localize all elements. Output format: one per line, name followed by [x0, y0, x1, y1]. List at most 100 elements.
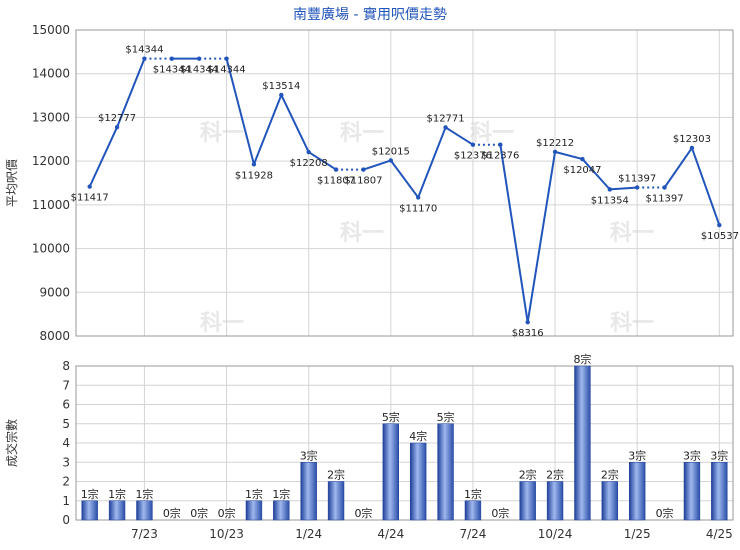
line-point: [169, 56, 175, 61]
line-point: [634, 185, 640, 190]
bar-value-label: 1宗: [81, 487, 99, 501]
bar-chart-axes: 0 1 2 3 4 5 6 7 8 成交宗數 7/23 10/23 1/24 4/24 7/24 10/24 1…: [4, 359, 734, 541]
bar-y-tick: 8: [62, 359, 70, 373]
bar-y-tick: 0: [62, 513, 70, 527]
line-point: [251, 162, 257, 167]
line-segment: [308, 151, 337, 171]
line-point: [87, 184, 92, 189]
line-segment: [225, 58, 255, 165]
line-segment: [390, 159, 419, 199]
bar: [628, 462, 646, 521]
bar-value-label: 0宗: [190, 506, 208, 520]
bar-value-label: 5宗: [382, 410, 400, 424]
line-point: [361, 167, 366, 172]
watermark-text: 科一: [610, 221, 654, 246]
line-value-label: $12777: [98, 113, 136, 124]
line-value-label: $11417: [71, 193, 109, 204]
line-y-tick: 9000: [39, 285, 70, 299]
line-value-label: $11807: [344, 176, 382, 187]
bar-plot-frame: [75, 365, 734, 521]
watermark-text: 科一: [200, 311, 244, 336]
x-tick-label: 1/25: [624, 527, 651, 541]
bar-y-axis-label: 成交宗數: [4, 419, 19, 467]
bar-value-label: 4宗: [409, 429, 427, 443]
line-value-label: $12376: [454, 151, 492, 162]
watermark-text: 科一: [610, 311, 654, 336]
line-value-label: $11354: [591, 195, 629, 206]
line-segment: [363, 159, 392, 171]
line-y-axis-label: 平均呎價: [5, 159, 19, 207]
line-point: [196, 56, 202, 61]
bar-value-label: 3宗: [683, 448, 701, 462]
x-tick-label: 10/24: [538, 527, 573, 541]
bar-value-label: 0宗: [354, 506, 372, 520]
bar-y-tick: 7: [62, 378, 70, 392]
line-point: [580, 156, 585, 162]
bar: [245, 500, 263, 521]
bar-value-label: 3宗: [300, 448, 318, 462]
line-y-tick: 10000: [32, 242, 70, 256]
line-plot-frame: [75, 29, 734, 337]
line-segment: [554, 150, 583, 161]
x-tick-label: 4/24: [377, 527, 404, 541]
line-point: [142, 56, 147, 61]
bar-value-label: 3宗: [628, 448, 646, 462]
line-point: [114, 124, 120, 130]
line-segment: [280, 94, 310, 153]
line-point: [689, 145, 695, 151]
bar-value-label: 1宗: [272, 487, 290, 501]
line-point: [662, 185, 667, 190]
bar-value-label: 5宗: [437, 410, 455, 424]
chart-title: 南豐廣場 - 實用呎價走勢: [293, 7, 447, 23]
line-y-tick: 13000: [32, 110, 70, 124]
line-value-label: $14344: [207, 65, 245, 76]
line-point: [717, 222, 722, 228]
line-value-label: $12015: [372, 146, 410, 157]
line-y-tick: 8000: [39, 329, 70, 343]
x-tick-label: 7/24: [459, 527, 486, 541]
line-segment: [88, 126, 118, 188]
line-value-label: $11397: [645, 194, 683, 205]
bar: [327, 481, 345, 521]
line-value-label: $10537: [701, 231, 739, 242]
line-point: [333, 167, 339, 172]
line-y-tick: 14000: [32, 67, 70, 81]
x-tick-label: 1/24: [295, 527, 322, 541]
line-point: [443, 125, 448, 130]
bar-value-label: 1宗: [464, 487, 482, 501]
line-value-label: $8316: [512, 328, 544, 339]
line-segment: [663, 147, 693, 189]
line-segment: [253, 94, 283, 165]
bar: [136, 500, 153, 521]
line-value-label: $14344: [180, 65, 218, 76]
line-value-label: $12208: [290, 158, 328, 169]
line-value-label: $11170: [399, 203, 437, 214]
line-y-tick: 15000: [32, 23, 70, 37]
watermark-text: 科一: [470, 121, 514, 146]
line-segment: [690, 147, 721, 226]
line-series: [87, 56, 722, 325]
bar-value-label: 8宗: [573, 352, 591, 366]
bar-y-tick: 3: [62, 455, 70, 469]
watermark-text: 科一: [200, 121, 244, 146]
bar: [519, 481, 536, 521]
bar: [108, 500, 126, 521]
bar-value-label: 2宗: [519, 468, 537, 482]
bar: [683, 462, 701, 521]
line-segment: [499, 144, 529, 323]
line-value-label: $12771: [426, 113, 464, 124]
bar-value-label: 1宗: [245, 487, 263, 501]
line-chart-grid: [76, 29, 733, 337]
bar: [409, 442, 427, 521]
line-point: [388, 158, 394, 163]
line-value-label: $11807: [317, 176, 355, 187]
bar-value-label: 2宗: [327, 468, 345, 482]
bar-value-label: 0宗: [491, 506, 509, 520]
line-value-label: $14344: [153, 65, 191, 76]
line-segment: [581, 158, 611, 191]
line-y-tick: 11000: [32, 198, 70, 212]
bar-value-label: 0宗: [656, 506, 674, 520]
